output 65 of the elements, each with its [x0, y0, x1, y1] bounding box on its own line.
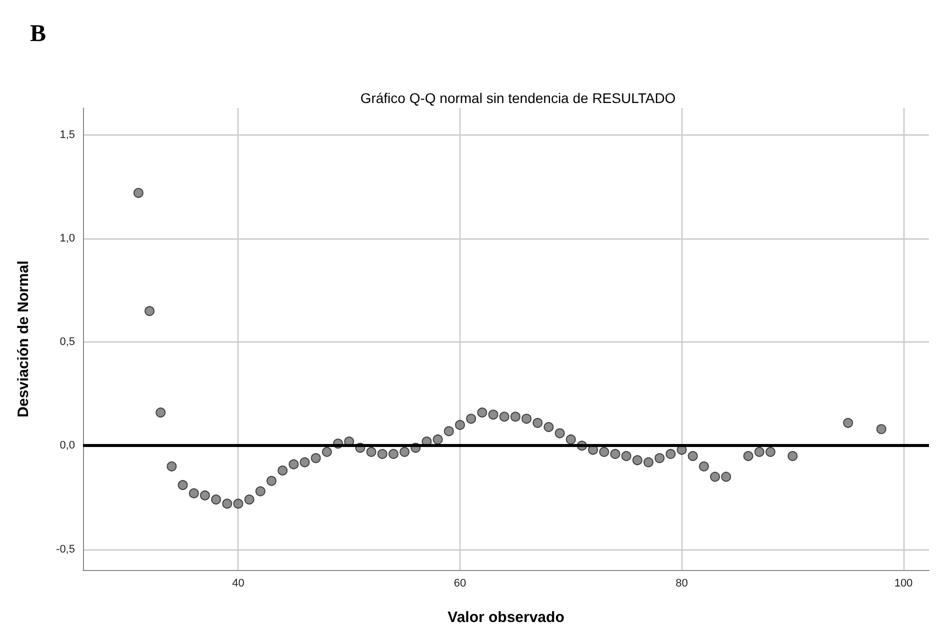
point	[288, 459, 299, 470]
point	[366, 446, 376, 457]
point	[133, 188, 144, 198]
point	[310, 453, 321, 464]
point	[721, 472, 732, 482]
point	[610, 448, 620, 459]
point	[156, 408, 166, 418]
point	[710, 472, 720, 482]
point	[444, 426, 454, 436]
y-tick-label: 0,5	[60, 336, 75, 348]
point	[432, 434, 443, 444]
x-tick-label: 60	[454, 578, 466, 590]
point	[300, 457, 310, 468]
y-axis-title: Desviación de Normal	[15, 260, 32, 418]
point	[643, 457, 654, 468]
point	[566, 434, 576, 444]
point	[743, 451, 754, 462]
point	[178, 480, 188, 490]
point	[599, 446, 610, 457]
point	[200, 490, 210, 500]
point	[532, 418, 543, 428]
point	[876, 424, 886, 434]
x-tick-label: 40	[232, 578, 244, 590]
point	[188, 488, 199, 498]
point	[788, 451, 798, 462]
chart-title: Gráfico Q-Q normal sin tendencia de RESULTADO	[360, 90, 676, 106]
point	[754, 446, 764, 457]
point	[400, 446, 410, 457]
y-tick-label: 1,0	[60, 232, 75, 245]
point	[144, 306, 155, 316]
point	[377, 448, 388, 459]
y-tick-label: 1,5	[60, 128, 75, 141]
point	[233, 498, 244, 509]
point	[488, 410, 498, 420]
point	[278, 466, 288, 476]
point	[510, 412, 520, 422]
point	[222, 498, 232, 509]
point	[477, 408, 488, 418]
point	[388, 448, 398, 459]
point	[621, 451, 632, 462]
point	[544, 422, 554, 432]
point	[266, 476, 276, 486]
point	[244, 494, 254, 505]
point	[322, 446, 332, 457]
y-tick-label: -0,5	[56, 543, 75, 556]
point	[688, 451, 698, 462]
point	[666, 448, 676, 459]
point	[499, 412, 510, 422]
point	[554, 428, 565, 438]
point	[211, 494, 222, 505]
y-tick-label: 0,0	[60, 440, 75, 452]
x-tick-label: 80	[676, 578, 688, 590]
x-axis-title: Valor observado	[448, 609, 564, 626]
point	[698, 461, 709, 472]
point	[522, 414, 532, 424]
point	[255, 486, 266, 496]
point	[166, 461, 177, 472]
text: B	[30, 21, 46, 47]
point	[466, 414, 476, 424]
point	[654, 453, 665, 464]
x-tick-label: 100	[894, 578, 913, 590]
point	[843, 418, 854, 428]
point	[632, 455, 642, 466]
point	[454, 420, 465, 430]
point	[765, 446, 776, 457]
